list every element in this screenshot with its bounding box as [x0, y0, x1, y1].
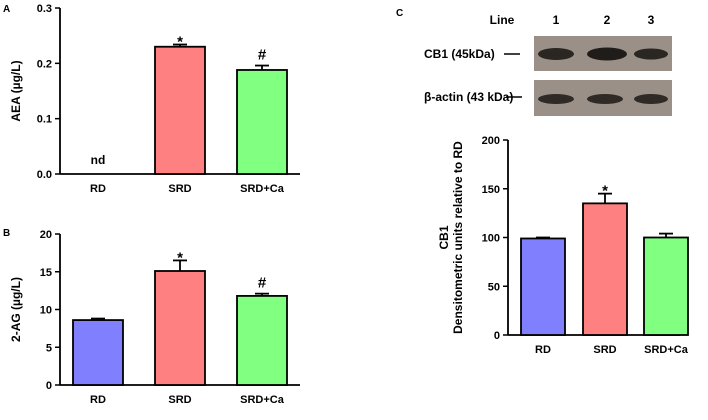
bar-srd: [154, 45, 206, 175]
bar-srd-ca: [236, 295, 288, 386]
blot-band-actin-lane3: [634, 94, 668, 104]
y-tick-label: 50: [488, 281, 500, 293]
blot-band-actin-lane2: [587, 94, 623, 104]
bar-rd: [520, 237, 566, 336]
y-tick-label: 0.2: [37, 58, 52, 70]
blot-lane-2: 2: [604, 13, 611, 27]
x-tick-label: SRD: [168, 183, 191, 195]
x-tick-label: SRD+Ca: [240, 394, 285, 406]
y-tick-label: 200: [482, 135, 500, 147]
y-axis-label: 2-AG (µg/L): [9, 277, 23, 342]
y-tick-label: 0.1: [37, 114, 52, 126]
x-tick-label: RD: [90, 394, 106, 406]
x-tick-label: SRD+Ca: [644, 344, 689, 356]
blot-band-cb1-lane3: [634, 48, 668, 60]
blot-band-cb1-lane1: [538, 48, 574, 60]
blot-band-actin-lane1: [538, 94, 574, 104]
y-tick-label: 15: [40, 267, 52, 279]
bar-srd: [582, 202, 628, 336]
y-tick-label: 0.0: [37, 169, 52, 181]
x-tick-label: SRD: [168, 394, 191, 406]
chart-2ag: 0 5 10 15 20 2-AG (µg/L) RD SRD * SRD+Ca #: [9, 229, 300, 406]
y-tick-label: 0.3: [37, 3, 52, 15]
y-tick-label: 20: [40, 229, 52, 241]
x-tick-label: SRD+Ca: [240, 183, 285, 195]
significance-star: *: [177, 249, 183, 266]
blot-lane-3: 3: [648, 13, 655, 27]
blot-row-cb1-label: CB1 (45kDa): [424, 47, 495, 61]
y-tick-label: 10: [40, 305, 52, 317]
y-tick-label: 100: [482, 233, 500, 245]
y-tick-label: 150: [482, 184, 500, 196]
y-tick-label: 0: [46, 380, 52, 392]
chart-aea: 0.0 0.1 0.2 0.3 AEA (µg/L) RD nd SRD * SRD+Ca #: [9, 3, 300, 195]
not-detected-label: nd: [91, 153, 106, 167]
x-tick-label: SRD: [593, 344, 616, 356]
chart-cb1: 0 50 100 150 200 CB1 Densitometric units relat…: [437, 135, 689, 356]
blot-row-actin-label: β-actin (43 kDa): [424, 90, 513, 104]
y-axis-label-line2: Densitometric units relative to RD: [451, 141, 465, 334]
y-tick-label: 0: [494, 330, 500, 342]
blot-lane-1: 1: [553, 13, 560, 27]
x-tick-label: RD: [535, 344, 551, 356]
bar-rd: [72, 319, 124, 386]
y-tick-label: 5: [46, 342, 52, 354]
panel-label-c: C: [396, 8, 403, 19]
blot-line-header: Line: [490, 13, 515, 27]
blot-band-cb1-lane2: [587, 47, 627, 61]
panel-label-b: B: [3, 228, 10, 239]
significance-hash: #: [258, 47, 267, 64]
significance-star: *: [602, 183, 608, 200]
bar-srd-ca: [236, 69, 288, 175]
significance-hash: #: [258, 275, 267, 292]
western-blot: Line 1 2 3 CB1 (45kDa) β-actin (43 kDa): [424, 13, 672, 116]
bar-srd-ca: [643, 236, 689, 336]
y-axis-label: AEA (µg/L): [9, 60, 23, 121]
x-tick-label: RD: [90, 183, 106, 195]
y-axis-label-line1: CB1: [437, 225, 451, 249]
bar-srd: [154, 270, 206, 386]
significance-star: *: [177, 34, 183, 51]
panel-label-a: A: [3, 4, 10, 15]
